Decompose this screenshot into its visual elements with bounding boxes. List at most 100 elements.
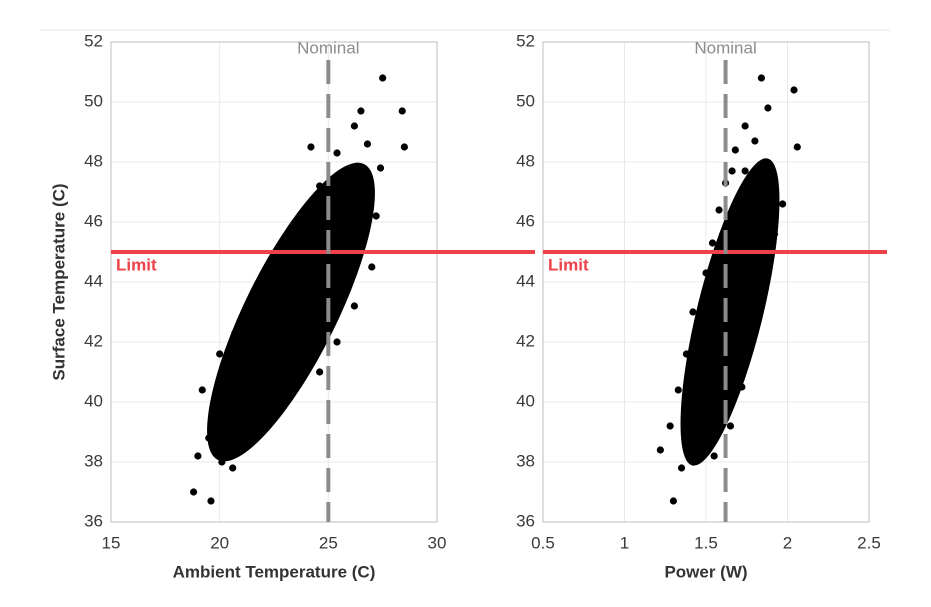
data-point bbox=[751, 188, 759, 196]
x-tick-label: 30 bbox=[428, 533, 447, 552]
nominal-label: Nominal bbox=[297, 38, 359, 57]
nominal-label: Nominal bbox=[694, 38, 756, 57]
data-point bbox=[342, 230, 350, 238]
data-point bbox=[194, 452, 202, 460]
data-point bbox=[246, 299, 254, 307]
data-point bbox=[728, 167, 736, 175]
data-point bbox=[189, 488, 198, 496]
data-point bbox=[289, 332, 298, 340]
x-tick-label: 20 bbox=[210, 533, 229, 552]
data-point bbox=[793, 143, 801, 151]
data-point bbox=[761, 209, 769, 217]
data-point bbox=[359, 194, 367, 202]
y-tick-label: 42 bbox=[516, 331, 535, 350]
y-tick-label: 48 bbox=[516, 151, 535, 170]
y-tick-label: 42 bbox=[84, 331, 103, 350]
data-point bbox=[368, 263, 376, 271]
data-point bbox=[316, 182, 324, 190]
point-cloud bbox=[207, 162, 375, 462]
data-point bbox=[715, 206, 723, 214]
data-point bbox=[333, 338, 341, 346]
data-point bbox=[266, 272, 274, 280]
data-point bbox=[218, 458, 226, 466]
data-point bbox=[255, 392, 263, 400]
data-point bbox=[357, 107, 365, 115]
data-point bbox=[689, 308, 697, 316]
y-tick-label: 46 bbox=[516, 211, 535, 230]
data-point bbox=[731, 200, 739, 208]
data-point bbox=[372, 212, 380, 220]
data-point bbox=[229, 464, 237, 472]
data-point bbox=[216, 350, 224, 358]
data-point bbox=[738, 317, 746, 325]
data-point bbox=[398, 107, 406, 115]
data-point bbox=[748, 338, 756, 346]
data-point bbox=[741, 167, 749, 175]
data-point bbox=[735, 254, 743, 262]
data-point bbox=[294, 278, 302, 286]
limit-label: Limit bbox=[116, 255, 157, 274]
x-tick-label: 1 bbox=[620, 533, 629, 552]
point-cloud bbox=[680, 158, 780, 466]
data-point bbox=[790, 86, 798, 94]
data-point bbox=[751, 137, 759, 145]
data-point bbox=[741, 122, 749, 130]
data-point bbox=[741, 221, 749, 229]
y-tick-label: 38 bbox=[84, 451, 103, 470]
y-tick-label: 50 bbox=[84, 91, 103, 110]
data-point bbox=[731, 359, 739, 367]
data-point bbox=[699, 338, 707, 346]
data-point bbox=[710, 368, 718, 376]
y-tick-label: 40 bbox=[516, 391, 535, 410]
y-tick-label: 40 bbox=[84, 391, 103, 410]
data-point bbox=[751, 242, 759, 250]
data-point bbox=[728, 290, 736, 298]
data-point bbox=[198, 386, 206, 394]
data-point bbox=[350, 122, 359, 130]
y-tick-label: 46 bbox=[84, 211, 103, 230]
y-tick-label: 52 bbox=[84, 31, 103, 50]
data-point bbox=[694, 392, 702, 400]
data-point bbox=[242, 440, 250, 448]
plot-frame bbox=[110, 41, 438, 523]
data-point bbox=[337, 287, 345, 295]
x-tick-label: 15 bbox=[102, 533, 121, 552]
data-point bbox=[738, 383, 746, 391]
data-point bbox=[757, 74, 766, 82]
data-point bbox=[669, 497, 678, 505]
data-point bbox=[248, 419, 256, 427]
data-point bbox=[207, 497, 215, 505]
data-point bbox=[363, 140, 372, 148]
y-tick-label: 50 bbox=[516, 91, 535, 110]
y-tick-label: 36 bbox=[84, 511, 103, 530]
data-point bbox=[350, 302, 359, 310]
x-axis-label: Power (W) bbox=[664, 562, 747, 581]
data-point bbox=[272, 362, 280, 370]
data-point bbox=[677, 464, 686, 472]
data-point bbox=[237, 374, 245, 382]
data-point bbox=[346, 173, 354, 181]
y-axis-label: Surface Temperature (C) bbox=[49, 183, 68, 380]
x-tick-label: 2 bbox=[783, 533, 792, 552]
y-tick-label: 44 bbox=[84, 271, 103, 290]
data-point bbox=[379, 74, 387, 82]
y-tick-label: 52 bbox=[516, 31, 535, 50]
data-point bbox=[726, 422, 735, 430]
data-point bbox=[231, 329, 239, 337]
data-point bbox=[303, 353, 311, 361]
data-point bbox=[761, 260, 769, 268]
data-point bbox=[376, 164, 385, 172]
data-point bbox=[400, 143, 408, 151]
data-point bbox=[226, 413, 235, 421]
data-point bbox=[666, 422, 674, 430]
data-point bbox=[710, 452, 718, 460]
x-tick-label: 2.5 bbox=[857, 533, 881, 552]
data-point bbox=[764, 104, 772, 112]
data-point bbox=[702, 269, 710, 277]
data-point bbox=[656, 446, 664, 454]
data-point bbox=[276, 308, 285, 316]
data-point bbox=[731, 146, 739, 154]
data-point bbox=[712, 302, 720, 310]
x-tick-label: 1.5 bbox=[694, 533, 718, 552]
